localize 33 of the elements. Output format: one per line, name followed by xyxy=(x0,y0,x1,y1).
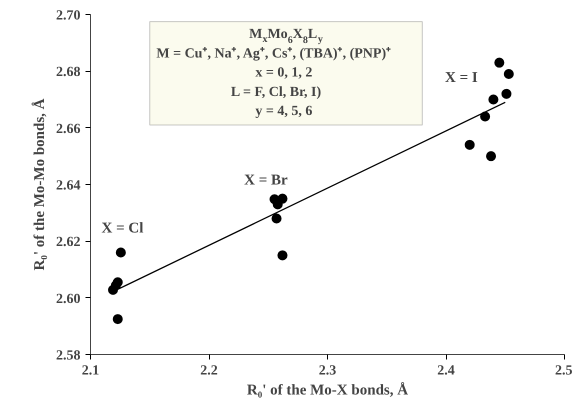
point xyxy=(488,94,498,104)
point xyxy=(108,284,118,295)
point xyxy=(464,140,475,150)
y-tick-label: 2.60 xyxy=(56,292,80,307)
y-axis-title: R₀' of the Mo-Mo bonds, Å xyxy=(31,98,48,270)
annotation: x = 0, 1, 2 xyxy=(255,66,312,81)
point xyxy=(486,151,496,162)
point xyxy=(504,69,514,79)
x-axis-title: R₀' of the Mo-X bonds, Å xyxy=(246,382,408,398)
annotation: X = Cl xyxy=(102,220,144,237)
y-tick-label: 2.70 xyxy=(56,8,80,24)
y-tick-label: 2.62 xyxy=(56,235,80,250)
point xyxy=(501,88,512,99)
point xyxy=(112,314,123,324)
y-tick-label: 2.58 xyxy=(56,348,80,364)
x-tick-label: 2.4 xyxy=(437,364,455,378)
annotation: X = Br xyxy=(244,172,288,188)
point xyxy=(116,248,126,258)
y-tick-label: 2.66 xyxy=(56,122,80,137)
annotation: M = Cu⁺, Na⁺, Ag⁺, Cs⁺, (TBA)⁺, (PNP)⁺ xyxy=(156,46,392,62)
annotation: L = F, Cl, Br, I) xyxy=(230,84,322,100)
point xyxy=(272,214,282,224)
annotation: y = 4, 5, 6 xyxy=(255,104,312,120)
x-tick-label: 2.3 xyxy=(318,364,336,378)
x-tick-label: 2.2 xyxy=(200,364,218,378)
x-tick-label: 2.5 xyxy=(555,364,572,378)
point xyxy=(277,250,288,260)
point xyxy=(494,58,504,68)
y-tick-label: 2.64 xyxy=(56,178,80,194)
point xyxy=(480,112,490,122)
y-tick-label: 2.68 xyxy=(56,65,80,80)
x-tick-label: 2.1 xyxy=(82,364,100,378)
annotation: X = I xyxy=(445,70,478,86)
